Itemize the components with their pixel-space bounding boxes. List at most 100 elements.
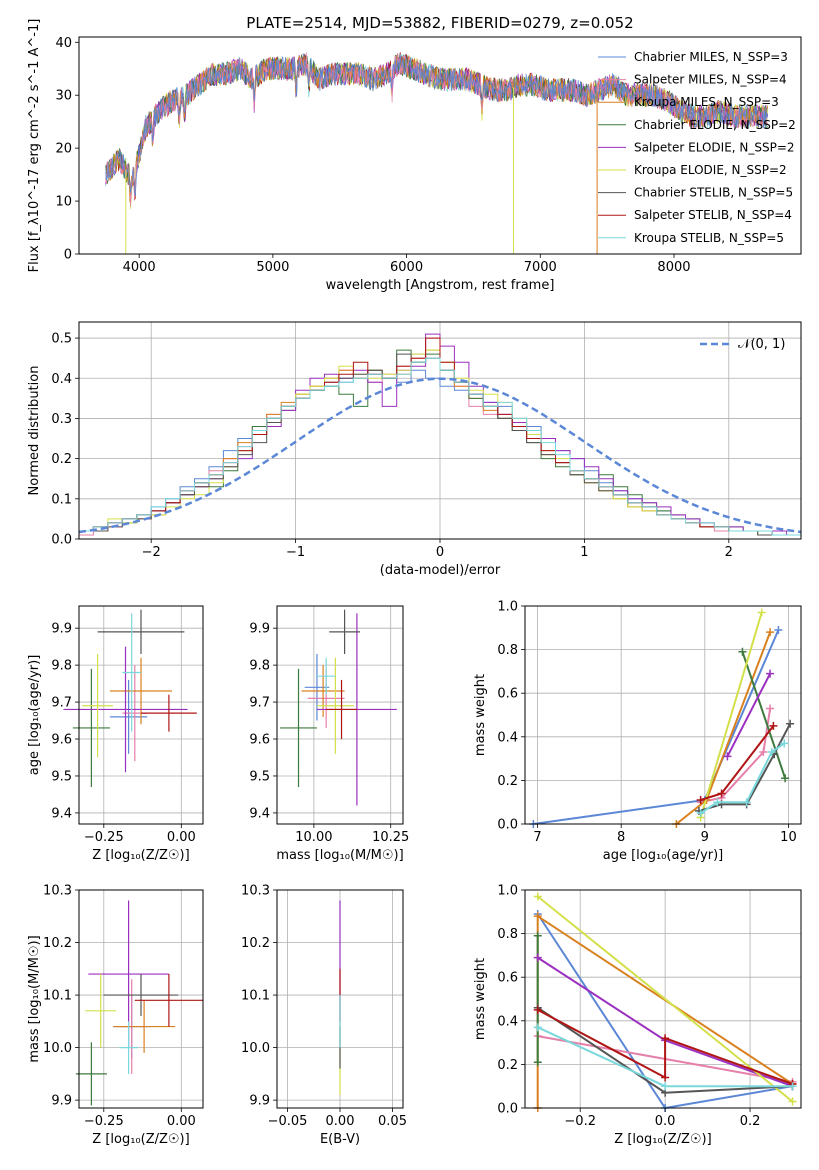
x-tick-label: 8 <box>617 830 625 845</box>
y-tick-label: 0.6 <box>497 971 518 986</box>
weight-marker <box>786 719 795 728</box>
x-axis-label: Z [log₁₀(Z/Z☉)] <box>614 1132 711 1147</box>
weight-marker <box>533 931 542 940</box>
y-tick-label: 9.5 <box>51 769 72 784</box>
y-tick-label: 0.0 <box>51 533 72 548</box>
y-tick-label: 0.8 <box>497 643 518 658</box>
weight-marker <box>533 1005 542 1014</box>
y-tick-label: 20 <box>55 142 72 157</box>
x-tick-label: 0.2 <box>740 1114 761 1129</box>
x-tick-label: −1 <box>286 545 305 560</box>
legend-entry: 𝒩(0, 1) <box>738 337 785 352</box>
y-axis-label: mass weight <box>473 674 488 756</box>
weight-marker <box>533 1058 542 1067</box>
x-tick-label: −0.25 <box>84 1114 124 1129</box>
y-tick-label: 0.8 <box>497 927 518 942</box>
x-tick-label: 0.0 <box>655 1114 676 1129</box>
weight-marker <box>788 1097 797 1106</box>
y-tick-label: 9.5 <box>249 769 270 784</box>
y-tick-label: 1.0 <box>497 884 518 899</box>
weight-marker <box>766 669 775 678</box>
y-tick-label: 9.6 <box>249 733 270 748</box>
x-axis-label: wavelength [Angstrom, rest frame] <box>326 278 555 293</box>
plot-frame <box>276 605 404 825</box>
weight-marker <box>533 1023 542 1032</box>
panel-3 <box>277 606 403 824</box>
panel-frame-4 <box>521 605 802 828</box>
weight-marker <box>713 798 722 807</box>
x-tick-label: 2 <box>725 545 733 560</box>
weight-line <box>536 913 793 1108</box>
y-tick-label: 9.7 <box>51 696 72 711</box>
weight-line <box>741 651 787 779</box>
weight-marker <box>696 809 705 818</box>
weight-marker <box>780 739 789 748</box>
y-tick-label: 40 <box>55 36 72 51</box>
y-tick-label: 10 <box>55 195 72 210</box>
weight-marker <box>742 798 751 807</box>
legend-entry: Salpeter STELIB, N_SSP=4 <box>634 208 792 222</box>
weight-marker <box>767 748 776 757</box>
weight-marker <box>766 704 775 713</box>
weight-marker <box>723 752 732 761</box>
x-tick-label: −0.2 <box>564 1114 596 1129</box>
weight-marker <box>717 789 726 798</box>
y-tick-label: 30 <box>55 89 72 104</box>
x-axis-label: Z [log₁₀(Z/Z☉)] <box>92 848 189 863</box>
legend-entry: Salpeter ELODIE, N_SSP=2 <box>634 140 795 154</box>
y-tick-label: 0.0 <box>497 1102 518 1117</box>
legend-entry: Chabrier MILES, N_SSP=3 <box>634 50 788 64</box>
y-tick-label: 0 <box>64 248 72 263</box>
legend-entry: Chabrier STELIB, N_SSP=5 <box>634 186 793 200</box>
panel-6 <box>277 889 403 1108</box>
x-tick-label: 0 <box>436 545 444 560</box>
y-tick-label: 10.0 <box>43 1041 72 1056</box>
x-tick-label: 7000 <box>524 260 557 275</box>
x-tick-label: 9 <box>701 830 709 845</box>
x-tick-label: 10.00 <box>295 830 332 845</box>
panel-frame-5 <box>75 889 204 1112</box>
x-tick-label: −0.05 <box>268 1114 308 1129</box>
weight-marker <box>533 892 542 901</box>
y-tick-label: 0.1 <box>51 492 72 507</box>
plot-frame <box>78 889 204 1109</box>
panel-frame-0 <box>75 36 802 258</box>
histogram-series <box>78 357 802 539</box>
y-tick-label: 1.0 <box>497 600 518 615</box>
x-tick-label: 7 <box>533 830 541 845</box>
y-tick-label: 9.8 <box>51 659 72 674</box>
weight-line <box>537 895 794 1103</box>
y-tick-label: 10.3 <box>43 884 72 899</box>
x-tick-label: 5000 <box>256 260 289 275</box>
y-tick-label: 9.4 <box>51 806 72 821</box>
legend <box>598 56 626 239</box>
y-tick-label: 0.4 <box>51 372 72 387</box>
legend-entry: Salpeter MILES, N_SSP=4 <box>634 73 787 87</box>
y-axis-label: mass [log₁₀(M/M☉)] <box>27 935 42 1062</box>
y-tick-label: 0.2 <box>497 774 518 789</box>
x-tick-label: −2 <box>142 545 161 560</box>
panel-frame-7 <box>521 889 802 1112</box>
legend-entry: Kroupa STELIB, N_SSP=5 <box>634 231 784 245</box>
y-tick-label: 9.7 <box>249 696 270 711</box>
panel-frame-2 <box>75 605 204 828</box>
y-tick-label: 0.4 <box>497 730 518 745</box>
weight-line <box>537 1009 793 1085</box>
y-tick-label: 0.4 <box>497 1014 518 1029</box>
y-axis-label: Normed distribution <box>27 366 42 496</box>
y-tick-label: 0.5 <box>51 332 72 347</box>
x-axis-label: Z [log₁₀(Z/Z☉)] <box>92 1132 189 1147</box>
x-tick-label: 6000 <box>390 260 423 275</box>
weight-line <box>699 612 763 818</box>
y-tick-label: 10.2 <box>241 936 270 951</box>
panel-5 <box>75 889 203 1108</box>
panel-0 <box>105 52 768 254</box>
normal-curve <box>78 377 802 534</box>
y-tick-label: 10.3 <box>241 884 270 899</box>
y-tick-label: 9.9 <box>51 622 72 637</box>
weight-marker <box>696 796 705 805</box>
plot-frame <box>524 889 802 1109</box>
legend-entry: Kroupa MILES, N_SSP=3 <box>634 95 779 109</box>
